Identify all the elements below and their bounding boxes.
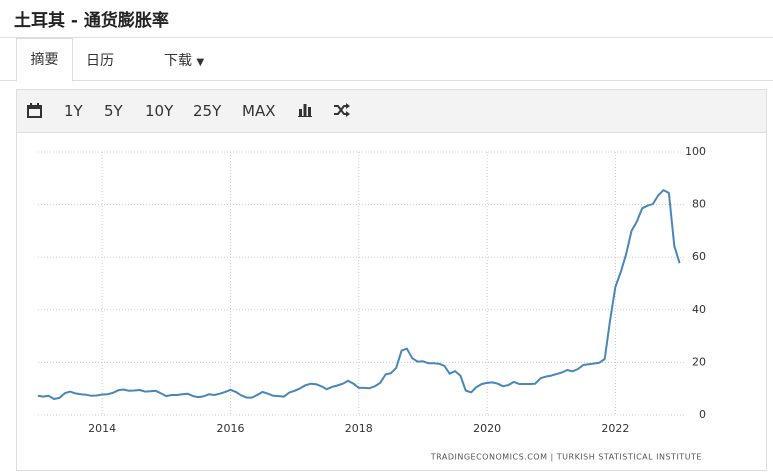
shuffle-icon[interactable] <box>334 103 350 117</box>
tab[interactable]: 摘要 <box>16 38 73 82</box>
toolbar: 1Y 5Y 10Y 25Y MAX <box>17 90 766 133</box>
tab-bar: 摘要 日历 下载 ▼ <box>0 37 773 82</box>
range-button[interactable]: 25Y <box>193 102 222 120</box>
y-tick-label: 40 <box>692 303 706 316</box>
range-button[interactable]: 5Y <box>104 102 123 120</box>
calendar-icon[interactable] <box>27 103 42 118</box>
y-tick-label: 0 <box>699 408 706 421</box>
page-title: 土耳其 - 通货膨胀率 <box>14 11 169 31</box>
data-line <box>37 189 681 400</box>
tab[interactable]: 日历 <box>86 53 114 69</box>
x-tick-label: 2018 <box>345 422 373 435</box>
tab-label: 下载 <box>164 53 192 69</box>
bar-chart-icon[interactable] <box>298 103 312 117</box>
chart: TRADINGECONOMICS.COM | TURKISH STATISTIC… <box>37 145 706 462</box>
range-button[interactable]: 1Y <box>64 102 83 120</box>
chart-panel: 1Y 5Y 10Y 25Y MAX <box>16 89 767 471</box>
x-tick-label: 2014 <box>88 422 116 435</box>
y-tick-label: 80 <box>692 198 706 211</box>
range-button[interactable]: MAX <box>242 102 276 120</box>
y-tick-label: 100 <box>685 145 706 158</box>
x-tick-label: 2016 <box>216 422 244 435</box>
source-note: TRADINGECONOMICS.COM | TURKISH STATISTIC… <box>430 453 702 462</box>
x-tick-label: 2022 <box>601 422 629 435</box>
y-tick-label: 20 <box>692 355 706 368</box>
x-tick-label: 2020 <box>473 422 501 435</box>
tab[interactable]: 下载 ▼ <box>164 53 205 69</box>
y-tick-label: 60 <box>692 250 706 263</box>
range-button[interactable]: 10Y <box>145 102 174 120</box>
